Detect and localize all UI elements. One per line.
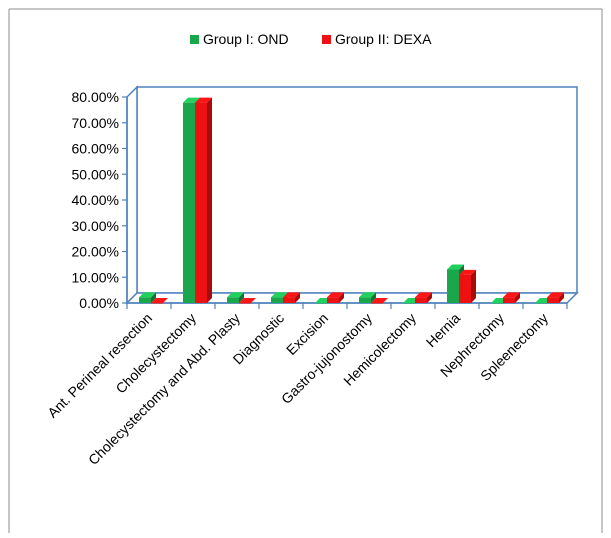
bar [195,97,212,303]
y-tick-label: 0.00% [79,295,119,311]
bar [227,292,244,303]
y-tick-label: 20.00% [72,244,119,260]
y-tick-label: 60.00% [72,141,119,157]
bar [371,298,388,304]
y-tick-label: 10.00% [72,269,119,285]
bar [547,292,564,303]
y-tick-label: 30.00% [72,218,119,234]
legend: Group I: OND Group II: DEXA [190,31,432,47]
legend-label: Group II: DEXA [335,31,432,47]
x-tick-label: Hernia [423,310,464,351]
bar [327,292,344,303]
y-tick-label: 50.00% [72,166,119,182]
bar [459,269,476,303]
legend-swatch [322,35,331,44]
bar [139,292,156,303]
x-tick-label: Cholecystectomy [112,310,199,397]
bar [151,298,168,304]
bar [503,292,520,303]
bar [239,298,256,304]
bar [359,292,376,303]
y-tick-label: 70.00% [72,115,119,131]
bar [283,292,300,303]
bars-group [139,97,564,304]
side-wall [126,85,138,305]
y-axis: 0.00% 10.00% 20.00% 30.00% 40.00% 50.00% 60.00… [72,89,128,311]
y-tick-label: 80.00% [72,89,119,105]
legend-label: Group I: OND [203,31,289,47]
y-tick-label: 40.00% [72,192,119,208]
bar [415,292,432,303]
legend-swatch [190,35,199,44]
x-axis: Ant. Perineal resectionCholecystectomyCh… [44,302,568,468]
